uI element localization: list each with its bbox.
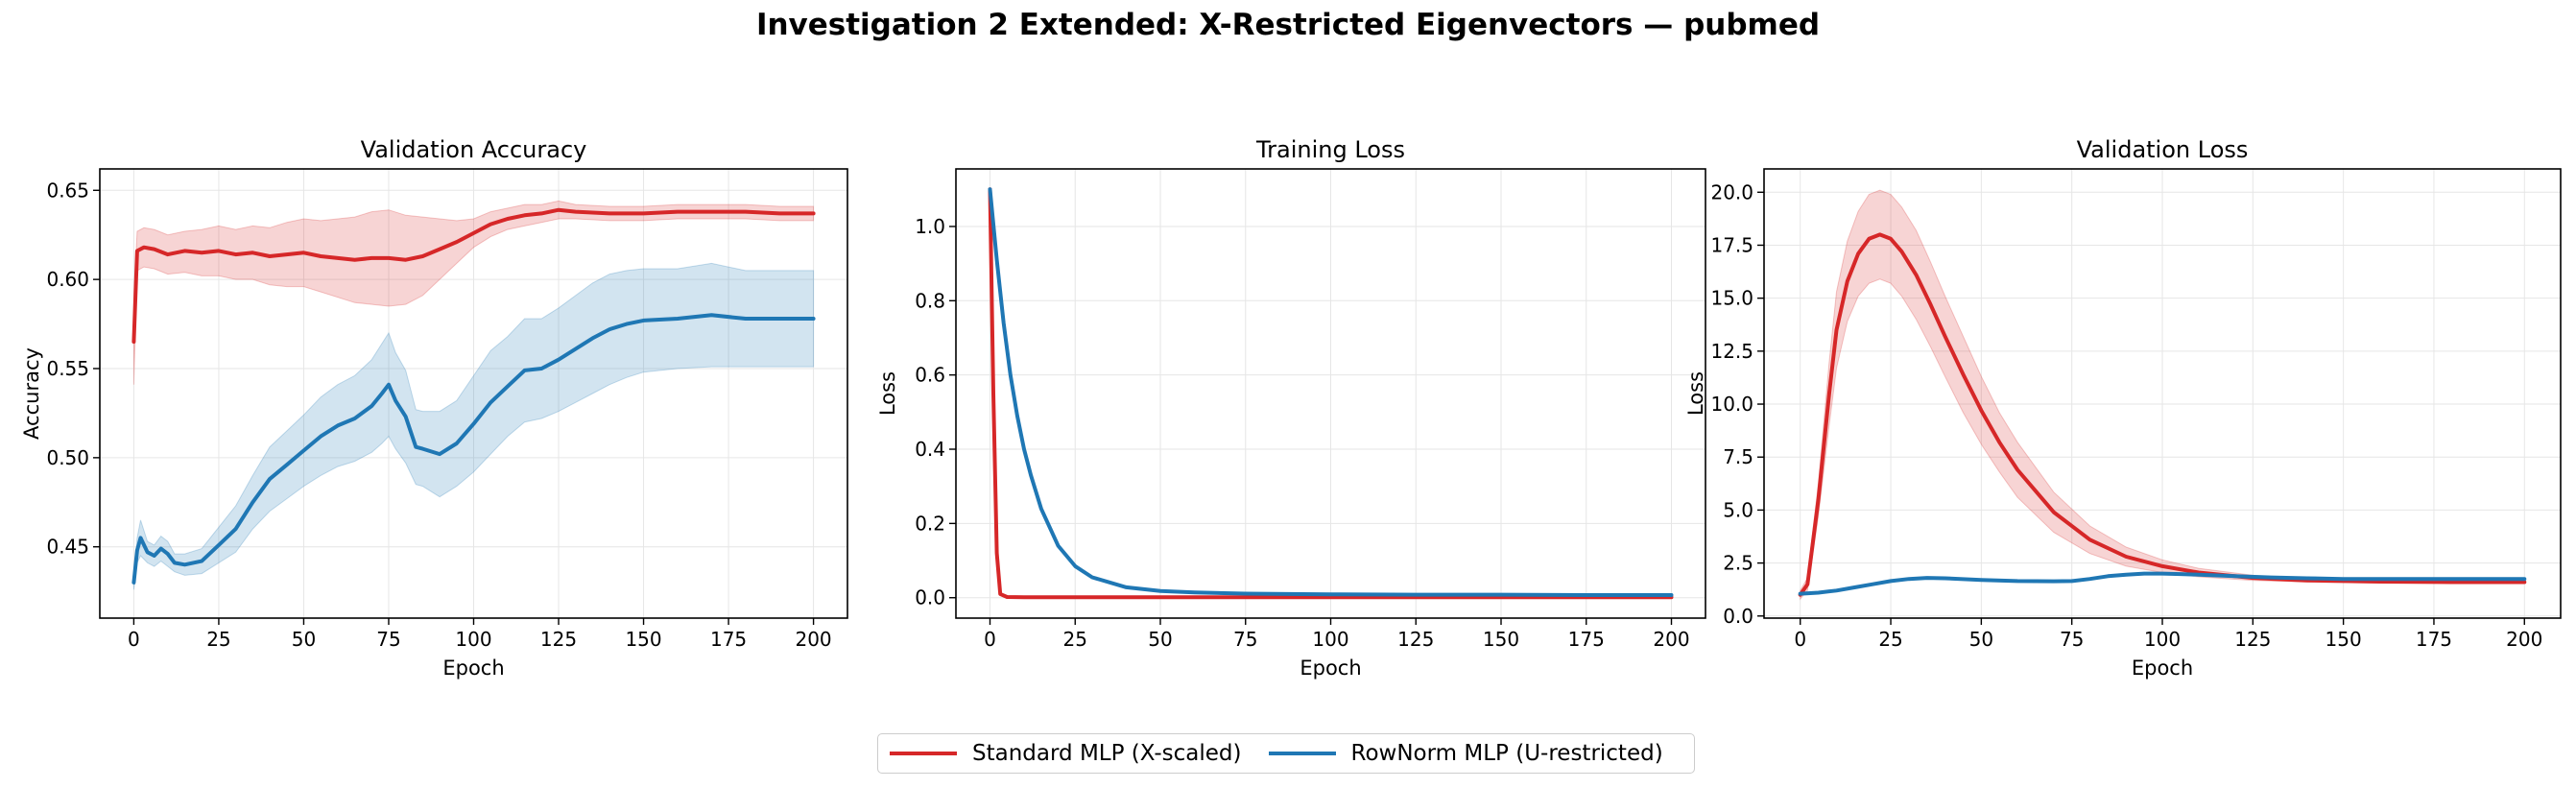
y-tick-label: 0.60 <box>46 268 89 291</box>
plot-area <box>988 187 1674 600</box>
y-tick-label: 10.0 <box>1710 393 1753 416</box>
panel-training-loss: 0 25 50 75 100 125 150 175 200 0.0 0.2 0.4 0.6 0.8 1.0… <box>876 136 1706 680</box>
legend-label-rownorm: RowNorm MLP (U-restricted) <box>1350 741 1663 766</box>
x-tick-label: 0 <box>984 628 996 651</box>
x-tick-label: 175 <box>710 628 747 651</box>
x-axis-label: Epoch <box>2132 657 2193 680</box>
x-tick-label: 175 <box>2416 628 2452 651</box>
y-tick-label: 5.0 <box>1723 498 1753 521</box>
x-axis-label: Epoch <box>442 657 504 680</box>
series-line-rownorm-mlp-u-restricted <box>131 313 816 585</box>
y-tick-label: 0.6 <box>915 364 945 387</box>
panel-title: Validation Loss <box>2077 136 2249 163</box>
x-tick-label: 175 <box>1568 628 1605 651</box>
legend-item-rownorm: RowNorm MLP (U-restricted) <box>1268 741 1663 766</box>
y-axis-label: Loss <box>1684 371 1707 416</box>
x-tick-label: 150 <box>625 628 661 651</box>
x-tick-label: 200 <box>1653 628 1689 651</box>
legend-label-standard: Standard MLP (X-scaled) <box>972 741 1242 766</box>
legend-item-standard: Standard MLP (X-scaled) <box>890 741 1242 766</box>
y-tick-label: 0.65 <box>46 179 89 202</box>
y-tick-label: 0.55 <box>46 357 89 380</box>
y-tick-label: 0.0 <box>1723 605 1753 628</box>
x-tick-label: 75 <box>1233 628 1257 651</box>
y-tick-label: 7.5 <box>1723 445 1753 468</box>
x-tick-label: 0 <box>1794 628 1806 651</box>
x-tick-label: 25 <box>1063 628 1087 651</box>
panel-validation-accuracy: 0 25 50 75 100 125 150 175 200 0.45 0.50 0.55 0.60 0.… <box>20 136 848 680</box>
y-tick-label: 12.5 <box>1710 340 1753 363</box>
y-axis-label: Loss <box>876 371 899 416</box>
figure-title: Investigation 2 Extended: X-Restricted E… <box>755 8 1821 42</box>
panel-title: Validation Accuracy <box>361 136 587 163</box>
plot-area <box>1798 189 2527 601</box>
x-tick-label: 150 <box>1483 628 1519 651</box>
y-tick-label: 0.50 <box>46 446 89 469</box>
x-tick-label: 100 <box>2144 628 2181 651</box>
band-standard-mlp-x-scaled <box>132 200 815 385</box>
plot-area <box>131 200 816 590</box>
y-tick-label: 15.0 <box>1710 287 1753 310</box>
x-tick-label: 25 <box>1878 628 1902 651</box>
legend-swatch-standard <box>890 752 957 755</box>
series-line-rownorm-mlp-u-restricted <box>1798 571 2527 596</box>
y-tick-label: 0.4 <box>915 438 945 461</box>
y-tick-label: 0.0 <box>915 586 945 609</box>
x-tick-label: 0 <box>128 628 140 651</box>
x-tick-label: 25 <box>206 628 230 651</box>
x-tick-label: 100 <box>1312 628 1348 651</box>
y-tick-label: 0.2 <box>915 512 945 535</box>
y-tick-label: 20.0 <box>1710 180 1753 203</box>
x-tick-label: 75 <box>376 628 400 651</box>
x-tick-label: 125 <box>540 628 577 651</box>
series-line-standard-mlp-x-scaled <box>131 207 816 345</box>
series-line-rownorm-mlp-u-restricted <box>988 187 1674 597</box>
x-tick-label: 50 <box>1969 628 1993 651</box>
y-tick-label: 17.5 <box>1710 233 1753 256</box>
x-tick-label: 50 <box>292 628 316 651</box>
legend-swatch-rownorm <box>1268 752 1336 755</box>
x-tick-label: 100 <box>455 628 491 651</box>
x-tick-label: 200 <box>795 628 831 651</box>
series-line-standard-mlp-x-scaled <box>988 187 1674 600</box>
x-tick-label: 150 <box>2326 628 2362 651</box>
panel-title: Training Loss <box>1255 136 1405 163</box>
y-axis-label: Accuracy <box>20 347 43 440</box>
y-tick-label: 0.45 <box>46 536 89 559</box>
y-tick-label: 2.5 <box>1723 552 1753 575</box>
x-tick-label: 200 <box>2506 628 2542 651</box>
panel-validation-loss: 0 25 50 75 100 125 150 175 200 0.0 2.5 5.0 7.5 10.0 12… <box>1684 136 2562 680</box>
y-tick-label: 0.8 <box>915 289 945 312</box>
x-axis-label: Epoch <box>1300 657 1361 680</box>
x-tick-label: 125 <box>2234 628 2271 651</box>
x-tick-label: 75 <box>2060 628 2084 651</box>
x-tick-label: 125 <box>1397 628 1434 651</box>
x-tick-label: 50 <box>1148 628 1172 651</box>
legend: Standard MLP (X-scaled) RowNorm MLP (U-r… <box>877 733 1695 774</box>
y-tick-label: 1.0 <box>915 215 945 238</box>
